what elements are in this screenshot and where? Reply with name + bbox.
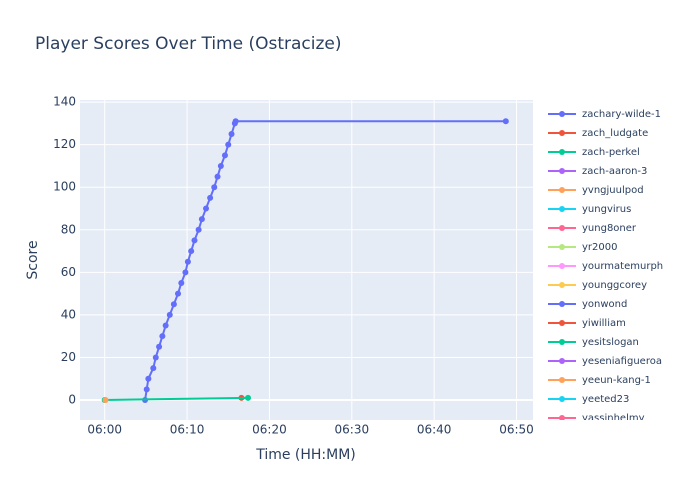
legend-label: yungvirus [582, 204, 631, 215]
data-point [203, 205, 210, 212]
data-point [191, 237, 198, 244]
data-point [502, 118, 509, 125]
y-tick-label: 100 [53, 180, 76, 194]
data-point [188, 248, 195, 255]
series-line [104, 396, 249, 401]
y-tick-label: 20 [61, 350, 76, 364]
data-point [217, 162, 224, 169]
legend-marker [559, 206, 565, 212]
x-tick-label: 06:30 [335, 423, 370, 437]
legend-label: yr2000 [582, 242, 617, 253]
data-point [245, 394, 252, 401]
chart-title: Player Scores Over Time (Ostracize) [35, 34, 342, 54]
legend-marker [559, 339, 565, 345]
legend-label: younggcorey [582, 280, 647, 291]
data-point [228, 131, 235, 138]
y-tick-label: 0 [68, 393, 76, 407]
data-point [152, 354, 159, 361]
legend-marker [559, 396, 565, 402]
data-point [225, 141, 232, 148]
legend: zachary-wilde-1 zach_ludgate zach-perkel za… [548, 109, 663, 424]
legend-label: zach-aaron-3 [582, 166, 647, 177]
legend-label: yvngjuulpod [582, 185, 644, 196]
data-point [178, 279, 185, 286]
legend-label: yassinhelmy [582, 413, 645, 424]
data-point [214, 173, 221, 180]
y-tick-label: 40 [61, 307, 76, 321]
y-tick-label: 80 [61, 222, 76, 236]
legend-marker [559, 358, 565, 364]
legend-marker [559, 187, 565, 193]
legend-marker [559, 282, 565, 288]
legend-marker [559, 149, 565, 155]
legend-marker [559, 111, 565, 117]
data-point [207, 194, 214, 201]
data-point [175, 290, 182, 297]
legend-label: yeseniafigueroa [582, 356, 662, 367]
data-point [156, 343, 163, 350]
data-point [232, 118, 239, 125]
legend-marker [559, 263, 565, 269]
legend-label: zachary-wilde-1 [582, 109, 661, 120]
y-tick-label: 60 [61, 265, 76, 279]
legend-marker [559, 377, 565, 383]
legend-label: yourmatemurph [582, 261, 663, 272]
y-axis-title: Score [25, 240, 41, 279]
legend-label: yonwond [582, 299, 627, 310]
data-point [221, 152, 228, 159]
data-point [170, 301, 177, 308]
legend-marker [559, 320, 565, 326]
legend-label: yung8oner [582, 223, 637, 234]
legend-label: zach-perkel [582, 147, 640, 158]
x-tick-label: 06:20 [252, 423, 287, 437]
data-point [195, 226, 202, 233]
legend-label: yeeun-kang-1 [582, 375, 651, 386]
legend-marker [559, 168, 565, 174]
data-point [159, 333, 166, 340]
legend-label: zach_ludgate [582, 128, 648, 139]
x-tick-label: 06:40 [417, 423, 452, 437]
x-tick-label: 06:50 [499, 423, 534, 437]
y-tick-label: 140 [53, 95, 76, 109]
legend-label: yeeted23 [582, 394, 629, 405]
data-point [102, 397, 109, 403]
plot-area [80, 100, 533, 420]
legend-marker [559, 225, 565, 231]
data-point [198, 216, 205, 223]
marks [101, 118, 509, 403]
data-point [211, 184, 218, 191]
grid [80, 100, 533, 420]
x-tick-label: 06:10 [170, 423, 205, 437]
data-point [150, 365, 157, 372]
legend-label: yiwilliam [582, 318, 626, 329]
data-point [182, 269, 189, 276]
y-tick-label: 120 [53, 137, 76, 151]
data-point [166, 311, 173, 318]
legend-marker [559, 130, 565, 136]
x-tick-label: 06:00 [87, 423, 122, 437]
legend-label: yesitslogan [582, 337, 639, 348]
data-point [162, 322, 169, 329]
legend-marker [559, 415, 565, 420]
data-point [184, 258, 191, 265]
x-axis-title: Time (HH:MM) [255, 447, 356, 463]
legend-marker [559, 301, 565, 307]
data-point [143, 386, 150, 393]
legend-marker [559, 244, 565, 250]
data-point [145, 375, 152, 382]
